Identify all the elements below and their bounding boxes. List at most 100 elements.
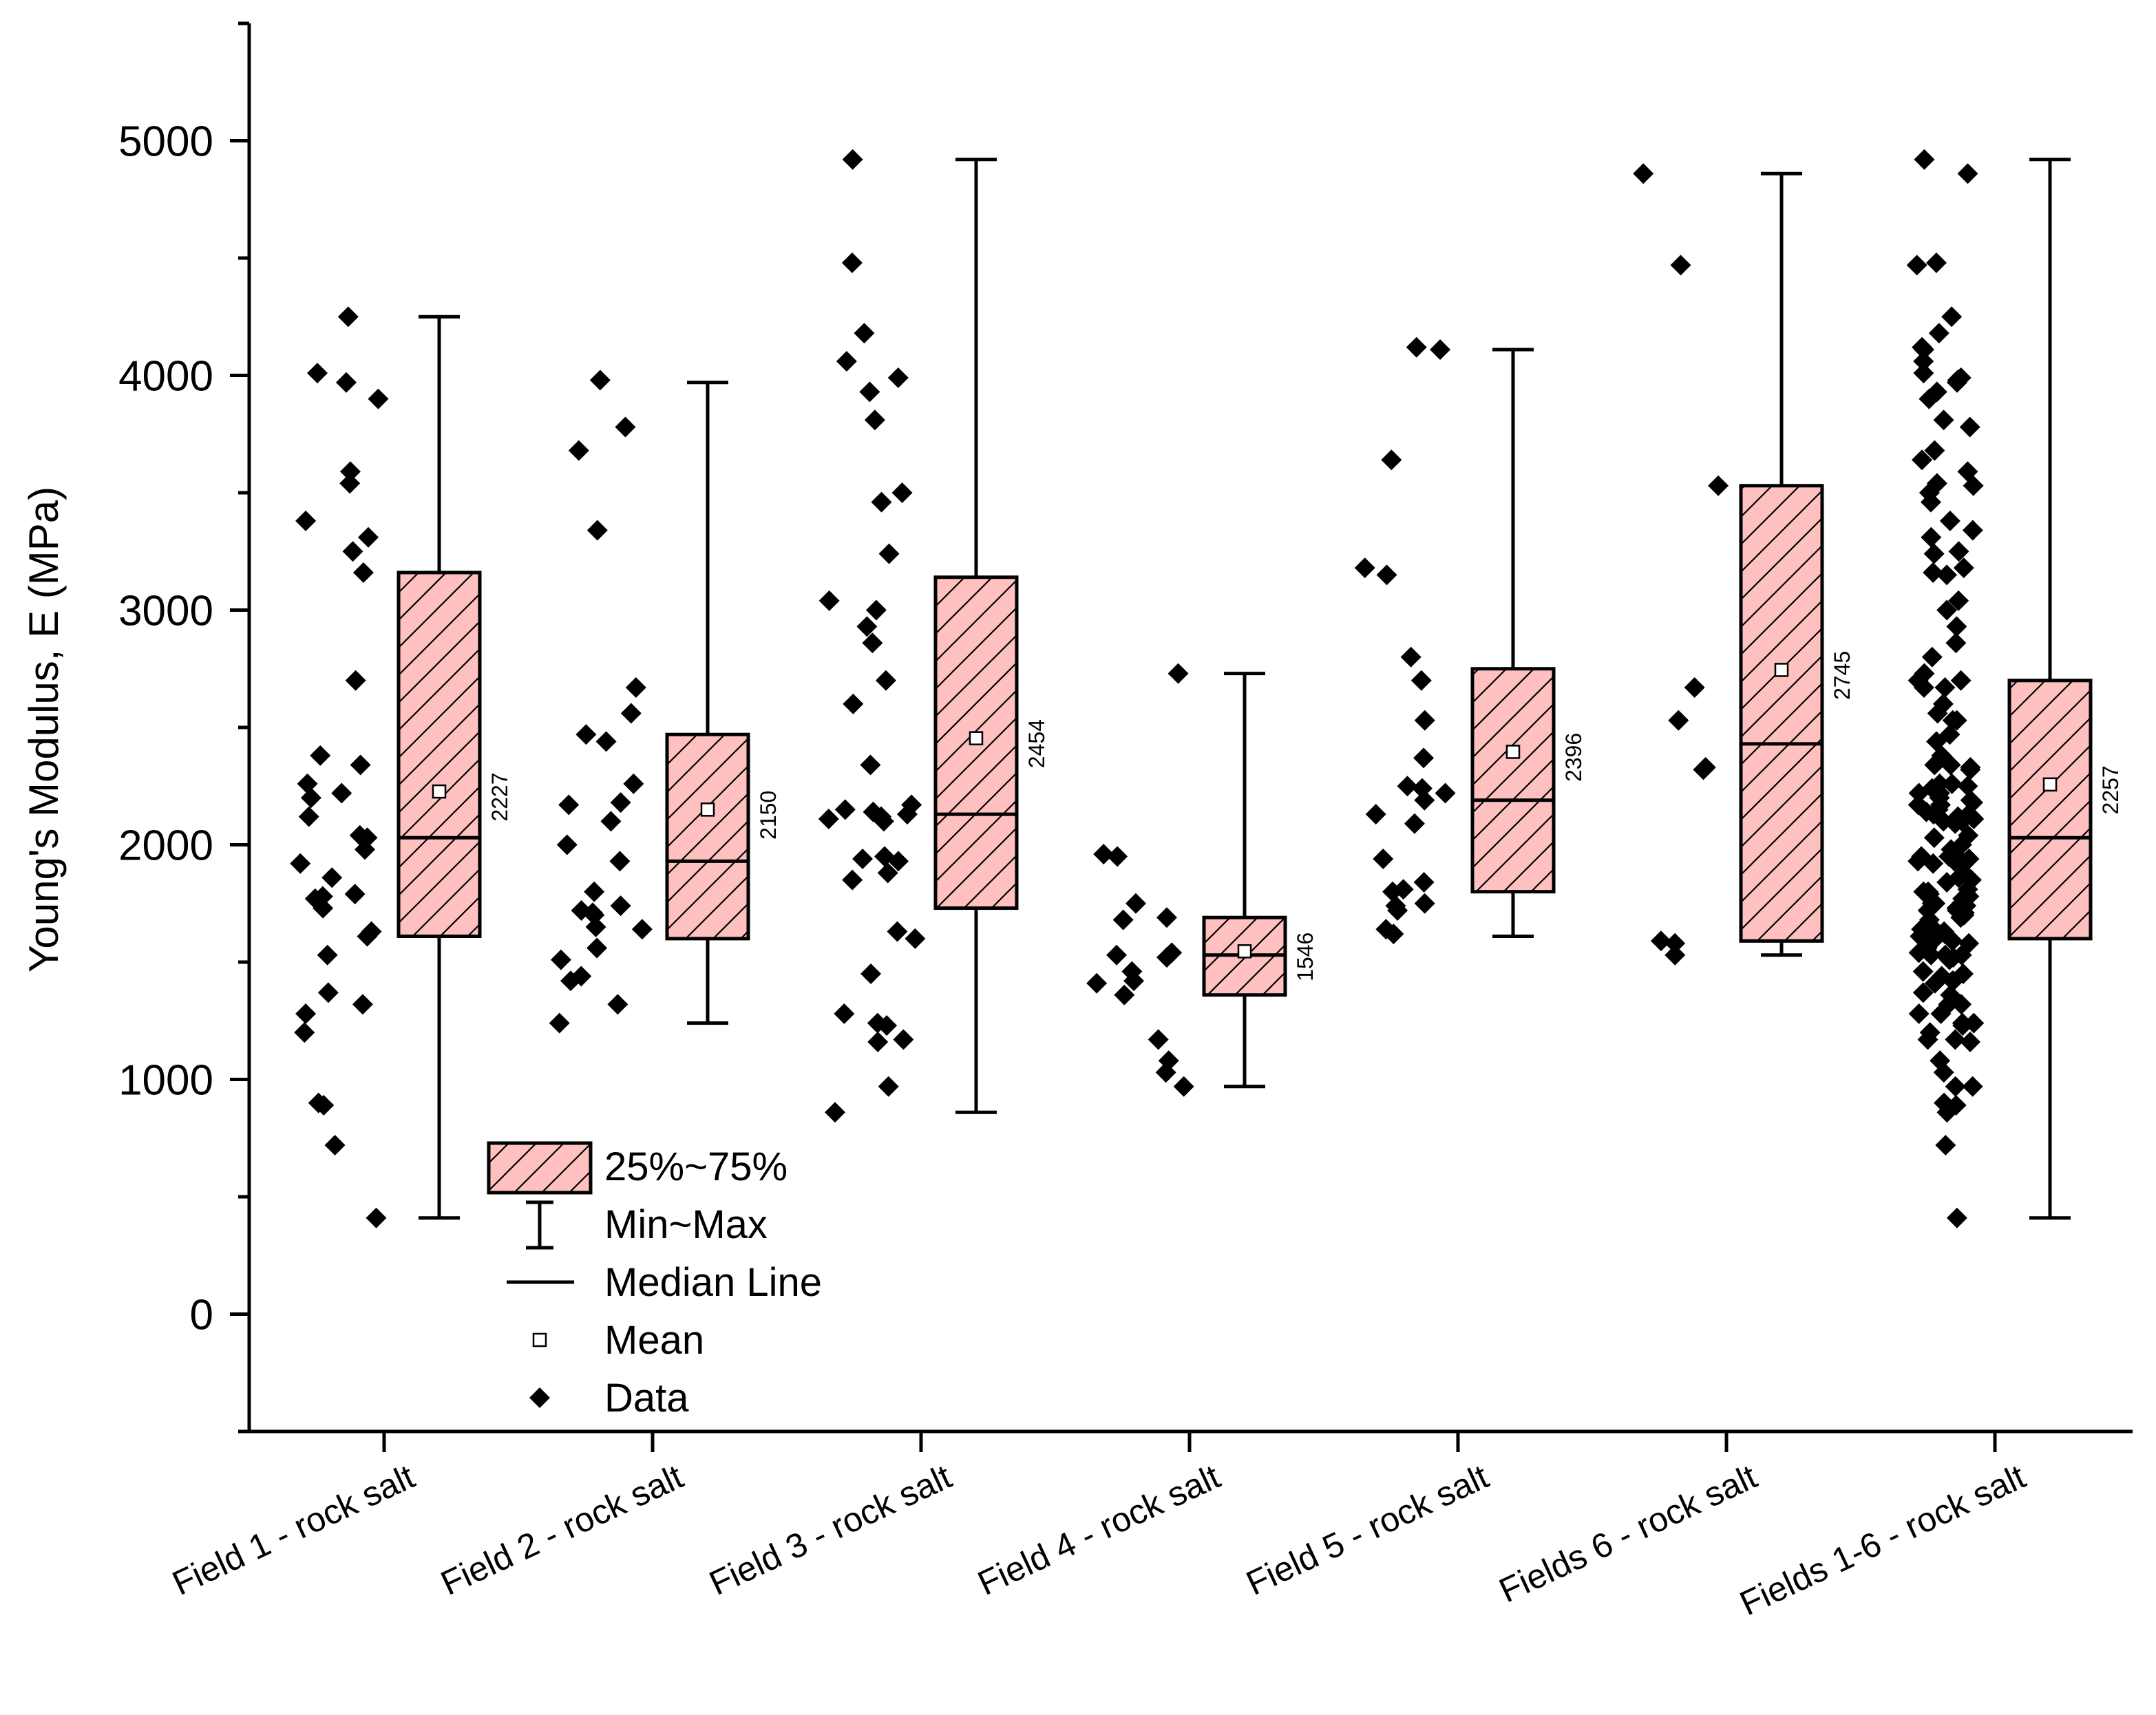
- data-point: [1383, 924, 1404, 945]
- data-point: [1939, 510, 1961, 531]
- data-point: [310, 745, 331, 766]
- data-point: [859, 381, 880, 403]
- data-point: [357, 926, 378, 947]
- box-4: 1546: [1202, 672, 1318, 1089]
- data-point: [1921, 646, 1943, 668]
- data-point: [1945, 1029, 1966, 1050]
- data-point: [1923, 827, 1945, 849]
- box-6: 2745: [1739, 171, 1854, 957]
- data-point: [1114, 984, 1135, 1005]
- legend-label: 25%~75%: [604, 1144, 788, 1189]
- data-point: [1633, 163, 1654, 184]
- data-point: [1650, 930, 1671, 952]
- data-point: [873, 811, 894, 832]
- data-point: [1948, 541, 1969, 562]
- data-point: [1167, 663, 1189, 684]
- data-point: [307, 363, 328, 384]
- mean-marker: [2042, 777, 2058, 792]
- data-point: [549, 1012, 570, 1034]
- data-point: [1670, 255, 1691, 276]
- data-point: [625, 677, 646, 699]
- data-point: [335, 372, 357, 393]
- data-point: [860, 754, 881, 776]
- x-tick-label: Fields 6 - rock salt: [1493, 1457, 1762, 1610]
- data-point: [313, 897, 334, 919]
- data-point: [345, 670, 366, 691]
- legend-label: Data: [604, 1376, 689, 1420]
- data-point: [1928, 323, 1949, 344]
- data-point: [1940, 754, 1961, 776]
- data-point: [1946, 616, 1967, 637]
- data-point: [1930, 1003, 1952, 1025]
- data-point: [1941, 306, 1963, 328]
- data-point: [1933, 409, 1954, 431]
- iqr-box: [1739, 484, 1824, 943]
- data-point: [317, 982, 339, 1003]
- data-point: [1935, 1134, 1956, 1155]
- data-point: [1413, 872, 1435, 893]
- data-point: [1148, 1029, 1169, 1050]
- mean-value-label: 2257: [2098, 765, 2123, 814]
- data-point: [558, 794, 580, 816]
- series-5-points: [1354, 337, 1456, 945]
- data-point: [1912, 961, 1934, 982]
- legend-mean-swatch: [532, 1332, 547, 1348]
- data-point: [1944, 851, 1965, 872]
- data-point: [1708, 475, 1729, 496]
- data-point: [1404, 813, 1425, 834]
- series-1-points: [290, 306, 389, 1228]
- y-tick-label: 1000: [118, 1057, 213, 1105]
- data-point: [1942, 930, 1963, 952]
- data-point: [600, 811, 622, 832]
- data-point: [352, 562, 374, 583]
- data-point: [1951, 994, 1972, 1015]
- box-7: 2257: [2007, 158, 2123, 1220]
- data-point: [887, 851, 909, 872]
- data-point: [1950, 670, 1972, 691]
- data-point: [575, 724, 597, 745]
- data-point: [1112, 909, 1134, 930]
- data-point: [836, 351, 857, 372]
- data-point: [586, 937, 608, 959]
- data-point: [834, 1003, 855, 1025]
- data-point: [818, 590, 840, 611]
- mean-marker: [969, 731, 984, 745]
- data-point: [1945, 632, 1967, 654]
- data-point: [1173, 1076, 1194, 1097]
- data-point: [298, 806, 319, 827]
- data-point: [342, 541, 363, 562]
- data-point: [1913, 351, 1934, 372]
- y-tick-label: 2000: [118, 822, 213, 870]
- data-point: [1414, 710, 1435, 731]
- data-point: [560, 970, 582, 992]
- data-point: [1410, 670, 1432, 691]
- data-point: [878, 543, 900, 564]
- x-tick-label: Field 3 - rock salt: [704, 1457, 958, 1603]
- data-point: [1942, 970, 1963, 992]
- iqr-box: [2007, 679, 2093, 941]
- data-point: [1959, 416, 1980, 438]
- boxes: 2227 2150 2454 1546 2396 2745 2257: [397, 158, 2123, 1220]
- data-point: [905, 928, 926, 949]
- data-point: [841, 252, 863, 273]
- data-point: [1107, 846, 1128, 867]
- data-point: [891, 482, 913, 503]
- data-point: [1373, 848, 1394, 869]
- data-point: [300, 787, 321, 809]
- data-point: [1957, 163, 1978, 184]
- data-point: [1924, 754, 1945, 776]
- data-point: [620, 703, 642, 724]
- mean-value-label: 2150: [756, 791, 781, 840]
- data-point: [1923, 543, 1945, 564]
- data-point: [589, 370, 611, 391]
- iqr-box: [665, 732, 750, 941]
- data-point: [1920, 491, 1941, 513]
- data-point: [1376, 564, 1397, 586]
- data-point: [1938, 949, 1960, 970]
- data-point: [865, 599, 887, 621]
- data-point: [1093, 844, 1114, 865]
- data-point: [321, 867, 343, 888]
- legend-label: Mean: [604, 1318, 704, 1363]
- data-point: [1936, 1102, 1958, 1123]
